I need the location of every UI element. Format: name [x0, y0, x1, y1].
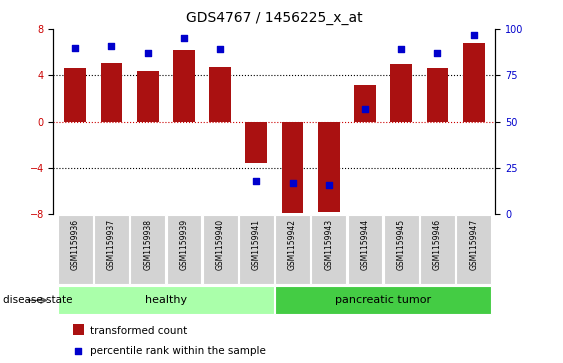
Bar [427, 68, 448, 122]
Point [74, 348, 83, 354]
Point [433, 50, 442, 56]
Point [143, 50, 152, 56]
Bar [209, 67, 231, 122]
Text: percentile rank within the sample: percentile rank within the sample [90, 346, 266, 356]
Point [288, 180, 297, 185]
FancyBboxPatch shape [384, 215, 419, 284]
Text: pancreatic tumor: pancreatic tumor [335, 295, 431, 305]
FancyBboxPatch shape [130, 215, 165, 284]
Text: GSM1159939: GSM1159939 [180, 219, 189, 270]
Point [324, 182, 333, 187]
FancyBboxPatch shape [420, 215, 455, 284]
Bar [101, 62, 122, 122]
FancyBboxPatch shape [167, 215, 202, 284]
FancyBboxPatch shape [203, 215, 238, 284]
Bar [245, 122, 267, 163]
Text: GSM1159944: GSM1159944 [360, 219, 369, 270]
FancyBboxPatch shape [94, 215, 129, 284]
Point [469, 32, 478, 37]
Text: GSM1159942: GSM1159942 [288, 219, 297, 270]
Bar [390, 64, 412, 122]
FancyBboxPatch shape [347, 215, 382, 284]
FancyBboxPatch shape [457, 215, 491, 284]
FancyBboxPatch shape [275, 215, 310, 284]
Text: GSM1159941: GSM1159941 [252, 219, 261, 270]
Point [360, 106, 369, 111]
FancyBboxPatch shape [311, 215, 346, 284]
Text: GSM1159947: GSM1159947 [469, 219, 478, 270]
Text: healthy: healthy [145, 295, 187, 305]
Text: GSM1159946: GSM1159946 [433, 219, 442, 270]
Bar [282, 122, 303, 213]
Bar [73, 324, 84, 335]
Title: GDS4767 / 1456225_x_at: GDS4767 / 1456225_x_at [186, 11, 363, 25]
Point [71, 45, 80, 50]
FancyBboxPatch shape [58, 286, 274, 314]
Bar [463, 43, 485, 122]
Point [107, 43, 116, 49]
Bar [173, 50, 195, 122]
FancyBboxPatch shape [58, 215, 92, 284]
Point [216, 46, 225, 52]
Bar [137, 71, 159, 122]
Text: GSM1159943: GSM1159943 [324, 219, 333, 270]
Text: disease state: disease state [3, 295, 72, 305]
Text: GSM1159940: GSM1159940 [216, 219, 225, 270]
Text: GSM1159936: GSM1159936 [71, 219, 80, 270]
Text: GSM1159938: GSM1159938 [143, 219, 152, 270]
Point [397, 46, 406, 52]
Text: GSM1159945: GSM1159945 [397, 219, 406, 270]
Bar [354, 85, 376, 122]
FancyBboxPatch shape [239, 215, 274, 284]
Point [252, 178, 261, 184]
Point [180, 36, 189, 41]
Text: transformed count: transformed count [90, 326, 187, 336]
Bar [64, 68, 86, 122]
Text: GSM1159937: GSM1159937 [107, 219, 116, 270]
Bar [318, 122, 339, 212]
FancyBboxPatch shape [275, 286, 491, 314]
